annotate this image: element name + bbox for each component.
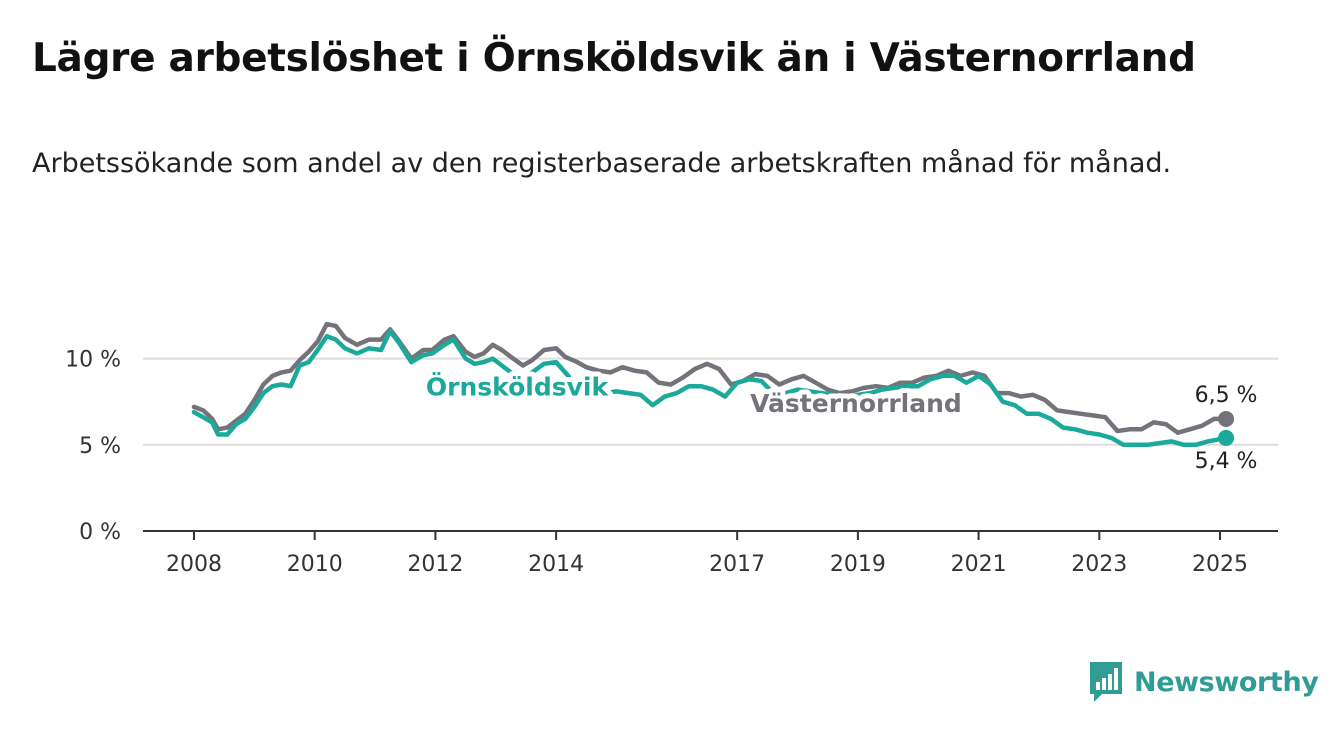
end-value-label-vasternorrland: 6,5 % (1195, 383, 1258, 408)
brand-name: Newsworthy (1134, 666, 1319, 698)
x-tick-label: 2012 (407, 552, 463, 577)
series-label-vasternorrland: Västernorrland (750, 389, 962, 418)
chart-title: Lägre arbetslöshet i Örnsköldsvik än i V… (32, 36, 1196, 81)
x-tick-label: 2021 (951, 552, 1007, 577)
x-tick-label: 2017 (709, 552, 765, 577)
x-tick-label: 2014 (528, 552, 584, 577)
y-tick-label: 10 % (65, 348, 121, 373)
x-axis: 2008 2010 2012 2014 2017 2019 2021 2023 2025 (143, 530, 1278, 577)
series-label-halo-ornskoldsvik: Örnsköldsvik (426, 372, 610, 402)
x-tick-label: 2010 (287, 552, 343, 577)
series-labels: ÖrnsköldsvikÖrnsköldsvikVästernorrlandVä… (421, 367, 967, 423)
x-tick-label: 2008 (166, 552, 222, 577)
series-line-vasternorrland (191, 321, 1229, 435)
bar-chart-speech-bubble-icon (1090, 662, 1122, 702)
series-line-ornskoldsvik (191, 328, 1229, 448)
end-value-label-ornskoldsvik: 5,4 % (1195, 449, 1258, 474)
end-point-ornskoldsvik (1218, 429, 1235, 446)
x-tick-label: 2023 (1071, 552, 1127, 577)
end-markers: 6,5 % 5,4 % (1195, 383, 1258, 474)
y-tick-label: 5 % (79, 434, 121, 459)
y-axis-labels: 0 % 5 % 10 % (65, 348, 121, 545)
x-tick-label: 2025 (1192, 552, 1248, 577)
newsworthy-logo: Newsworthy (1088, 660, 1319, 704)
gridlines (143, 357, 1278, 446)
x-tick-label: 2019 (830, 552, 886, 577)
end-point-vasternorrland (1218, 410, 1235, 427)
y-tick-label: 0 % (79, 520, 121, 545)
chart-subtitle: Arbetssökande som andel av den registerb… (32, 148, 1172, 179)
series-label-halo-vasternorrland: Västernorrland (750, 389, 962, 418)
series-lines (191, 321, 1229, 448)
series-label-ornskoldsvik: Örnsköldsvik (426, 372, 610, 402)
